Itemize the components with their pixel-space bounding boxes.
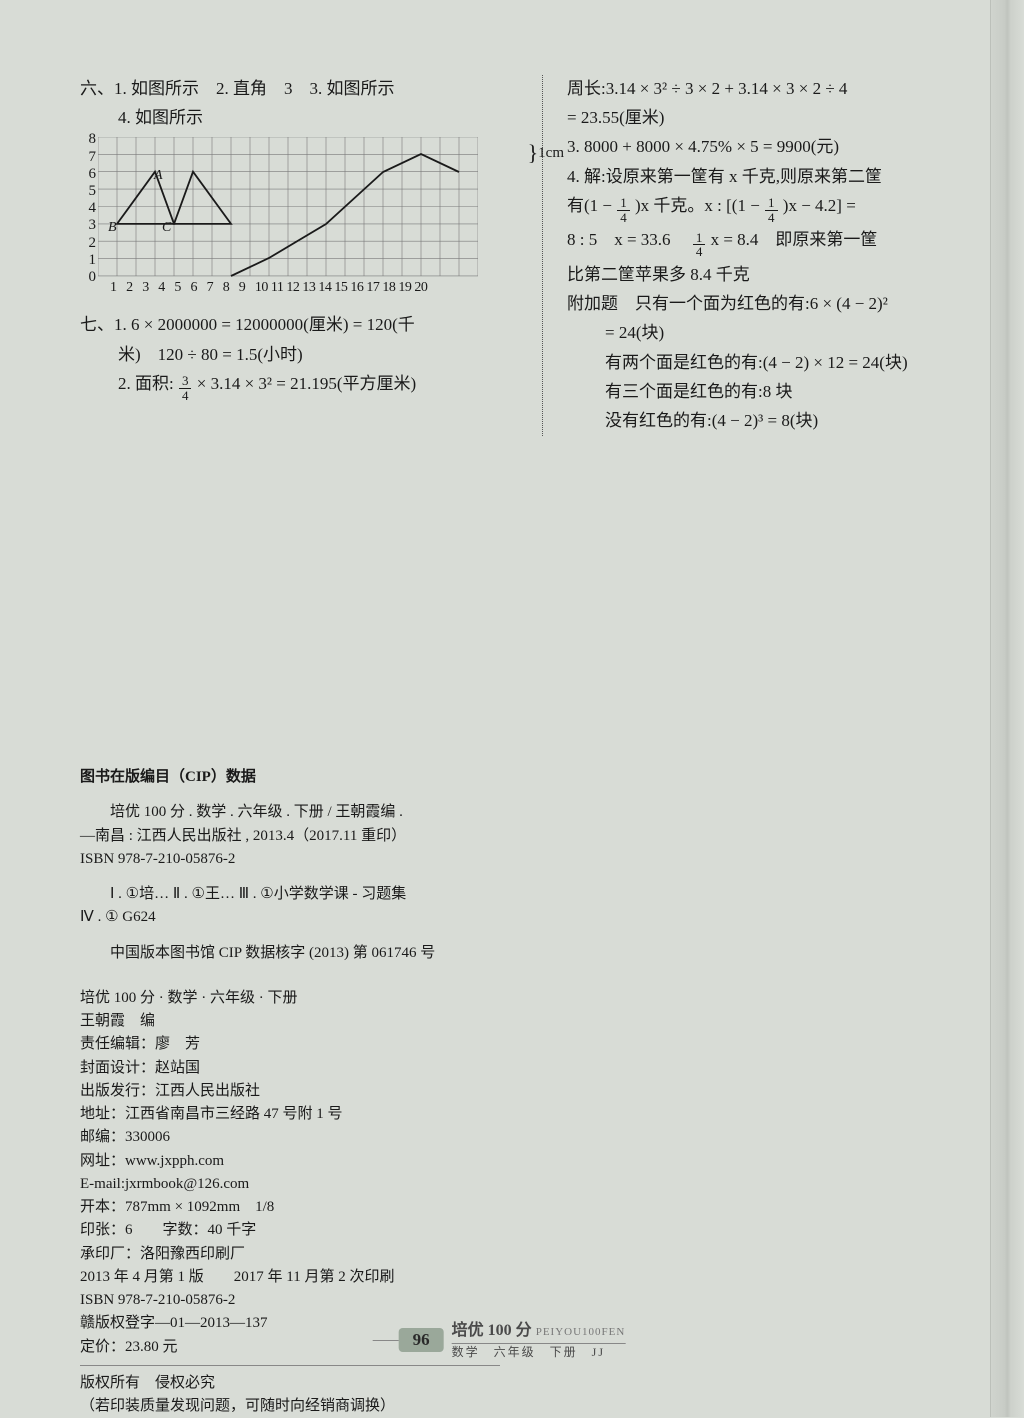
colophon-line: 责任编辑：廖 芳 xyxy=(80,1033,500,1056)
r-line: 有(1 − 14 )x 千克。x : [(1 − 14 )x − 4.2] = xyxy=(567,192,964,225)
r-line: 3. 8000 + 8000 × 4.75% × 5 = 9900(元) xyxy=(567,133,964,160)
colophon-line: 承印厂：洛阳豫西印刷厂 xyxy=(80,1243,500,1266)
graph-scale-label: }1cm xyxy=(528,135,564,170)
colophon-line: 地址：江西省南昌市三经路 47 号附 1 号 xyxy=(80,1103,500,1126)
colophon-line: 网址：www.jxpph.com xyxy=(80,1150,500,1173)
q7-line1: 七、1. 6 × 2000000 = 12000000(厘米) = 120(千 xyxy=(80,311,518,338)
colophon: 培优 100 分 · 数学 · 六年级 · 下册 王朝霞 编 责任编辑：廖 芳 … xyxy=(80,987,500,1359)
ytick: 7 xyxy=(86,149,96,166)
ytick: 6 xyxy=(86,166,96,183)
r-line: 有三个面是红色的有:8 块 xyxy=(567,378,964,405)
graph-label-b: B xyxy=(108,217,117,239)
graph-x-ticks: 1 2 3 4 5 6 7 8 9 10 11 12 13 14 15 16 1… xyxy=(110,277,427,299)
cip-classification: Ⅰ . ①培… Ⅱ . ①王… Ⅲ . ①小学数学课 - 习题集 Ⅳ . ① G… xyxy=(80,883,500,930)
copyright-line: 版权所有 侵权必究 xyxy=(80,1372,500,1395)
colophon-line: 2013 年 4 月第 1 版 2017 年 11 月第 2 次印刷 xyxy=(80,1266,500,1289)
ytick: 2 xyxy=(86,235,96,252)
fraction: 14 xyxy=(617,196,630,224)
graph-figure: 8 7 6 5 4 3 2 1 0 xyxy=(98,137,518,299)
graph-label-a: A xyxy=(154,165,163,187)
ytick: 8 xyxy=(86,131,96,148)
footer-title: 培优 100 分 PEIYOU100FEN 数学 六年级 下册 JJ xyxy=(452,1321,626,1359)
fraction: 14 xyxy=(693,231,706,259)
colophon-line: 培优 100 分 · 数学 · 六年级 · 下册 xyxy=(80,987,500,1010)
fraction: 14 xyxy=(765,196,778,224)
r-line: 4. 解:设原来第一筐有 x 千克,则原来第二筐 xyxy=(567,163,964,190)
left-column: 六、1. 如图所示 2. 直角 3 3. 如图所示 4. 如图所示 8 7 6 … xyxy=(80,75,518,436)
right-column: 周长:3.14 × 3² ÷ 3 × 2 + 3.14 × 3 × 2 ÷ 4 … xyxy=(567,75,964,436)
cip-verify: 中国版本图书馆 CIP 数据核字 (2013) 第 061746 号 xyxy=(80,942,500,965)
colophon-line: 印张：6 字数：40 千字 xyxy=(80,1219,500,1242)
cip-title: 图书在版编目（CIP）数据 xyxy=(80,766,500,789)
r-line: 附加题 只有一个面为红色的有:6 × (4 − 2)² xyxy=(567,290,964,317)
cip-block: 图书在版编目（CIP）数据 培优 100 分 . 数学 . 六年级 . 下册 /… xyxy=(80,766,500,1418)
colophon-line: 封面设计：赵站国 xyxy=(80,1057,500,1080)
r-line: 比第二筐苹果多 8.4 千克 xyxy=(567,261,964,288)
r-line: 没有红色的有:(4 − 2)³ = 8(块) xyxy=(567,407,964,434)
colophon-line: 出版发行：江西人民出版社 xyxy=(80,1080,500,1103)
page-footer: 96 培优 100 分 PEIYOU100FEN 数学 六年级 下册 JJ xyxy=(399,1321,626,1359)
copyright-line: （若印装质量发现问题，可随时向经销商调换） xyxy=(80,1395,500,1418)
divider-rule xyxy=(80,1365,500,1366)
r-line: 周长:3.14 × 3² ÷ 3 × 2 + 3.14 × 3 × 2 ÷ 4 xyxy=(567,75,964,102)
q7-line3: 2. 面积: 34 × 3.14 × 3² = 21.195(平方厘米) xyxy=(80,370,518,403)
cip-paragraph: 培优 100 分 . 数学 . 六年级 . 下册 / 王朝霞编 . —南昌 : … xyxy=(80,801,500,871)
r-line: 有两个面是红色的有:(4 − 2) × 12 = 24(块) xyxy=(567,349,964,376)
colophon-line: 邮编：330006 xyxy=(80,1126,500,1149)
column-divider xyxy=(542,75,543,436)
colophon-line: E-mail:jxrmbook@126.com xyxy=(80,1173,500,1196)
q7-line2: 米) 120 ÷ 80 = 1.5(小时) xyxy=(80,341,518,368)
fraction: 34 xyxy=(179,374,192,402)
ytick: 5 xyxy=(86,183,96,200)
ytick: 3 xyxy=(86,217,96,234)
ytick: 4 xyxy=(86,200,96,217)
q6-line1: 六、1. 如图所示 2. 直角 3 3. 如图所示 xyxy=(80,75,518,102)
graph-y-ticks: 8 7 6 5 4 3 2 1 0 xyxy=(86,131,96,286)
ytick: 1 xyxy=(86,252,96,269)
page-number: 96 xyxy=(399,1328,444,1352)
copyright: 版权所有 侵权必究 （若印装质量发现问题，可随时向经销商调换） xyxy=(80,1372,500,1418)
page: 六、1. 如图所示 2. 直角 3 3. 如图所示 4. 如图所示 8 7 6 … xyxy=(0,0,1024,1417)
graph-label-c: C xyxy=(162,217,171,239)
answer-columns: 六、1. 如图所示 2. 直角 3 3. 如图所示 4. 如图所示 8 7 6 … xyxy=(80,75,964,436)
colophon-line: ISBN 978-7-210-05876-2 xyxy=(80,1289,500,1312)
colophon-line: 开本：787mm × 1092mm 1/8 xyxy=(80,1196,500,1219)
r-line: 8 : 5 x = 33.6 14 x = 8.4 即原来第一筐 xyxy=(567,226,964,259)
q6-line2: 4. 如图所示 xyxy=(80,104,518,131)
r-line: = 23.55(厘米) xyxy=(567,104,964,131)
colophon-line: 王朝霞 编 xyxy=(80,1010,500,1033)
graph-svg xyxy=(98,137,478,277)
ytick: 0 xyxy=(86,269,96,286)
r-line: = 24(块) xyxy=(567,319,964,346)
